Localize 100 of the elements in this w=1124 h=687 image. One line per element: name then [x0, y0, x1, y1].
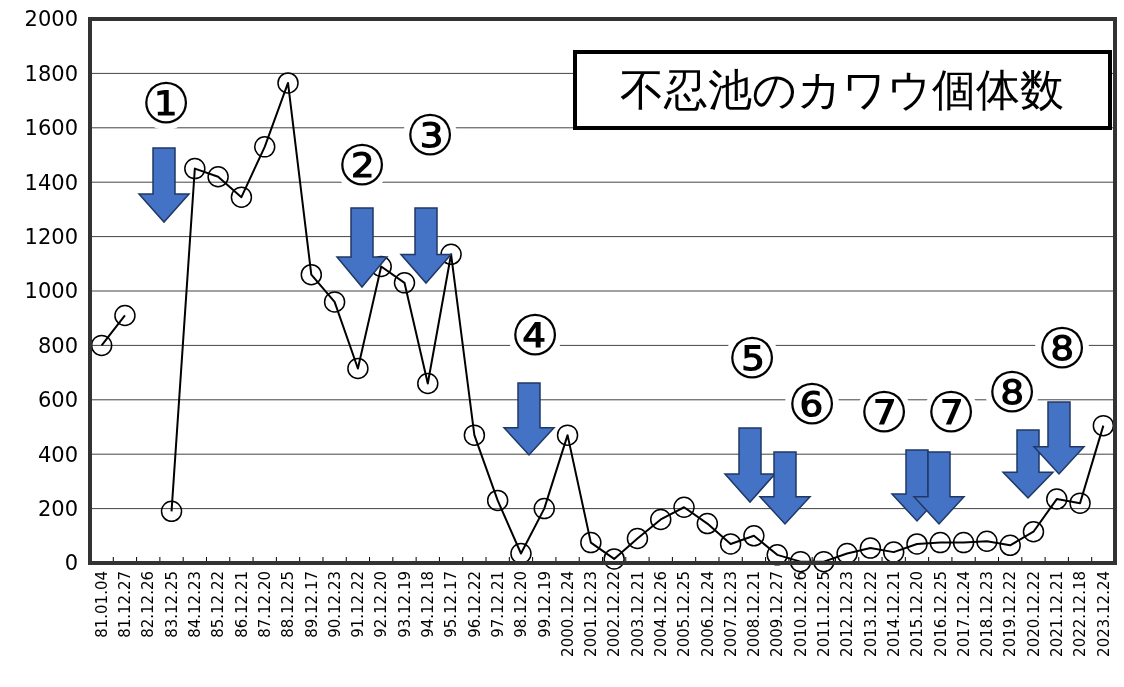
- x-tick-label: 2014.12.21: [884, 571, 903, 657]
- x-tick-label: 99.12.19: [535, 571, 554, 638]
- x-tick-label: 81.01.04: [92, 571, 111, 638]
- x-tick-label: 2003.12.21: [628, 571, 647, 657]
- point: [976, 530, 998, 552]
- point: [1046, 488, 1068, 510]
- annotation: ⑧: [1037, 315, 1087, 381]
- x-tick-label: 98.12.20: [512, 571, 531, 638]
- point: [859, 537, 882, 559]
- x-tick-label: 91.12.22: [349, 571, 368, 638]
- x-tick-label: 2002.12.22: [605, 571, 624, 657]
- x-tick-label: 2010.12.26: [791, 571, 810, 657]
- annotation: ⑤: [727, 325, 777, 391]
- y-tick-label: 600: [37, 388, 78, 413]
- x-tick-label: 2004.12.26: [651, 571, 670, 657]
- x-tick-label: 81.12.27: [116, 571, 135, 638]
- point: [1069, 492, 1091, 514]
- x-tick-label: 88.12.25: [279, 571, 298, 638]
- annotation: ④: [510, 302, 560, 368]
- annotation: ③: [405, 102, 455, 168]
- point: [230, 186, 253, 208]
- point: [533, 497, 556, 520]
- point: [393, 272, 416, 294]
- x-tick-label: 97.12.21: [488, 571, 507, 638]
- x-tick-label: 2006.12.24: [698, 571, 717, 657]
- point: [184, 157, 206, 180]
- x-tick-label: 2012.12.23: [838, 571, 857, 657]
- x-tick-label: 2021.12.21: [1048, 571, 1067, 657]
- annotation: ⑧: [987, 359, 1037, 425]
- point: [253, 136, 276, 158]
- point: [719, 533, 742, 555]
- point: [673, 496, 695, 518]
- x-tick-label: 87.12.20: [255, 571, 274, 638]
- point: [207, 166, 229, 188]
- point: [929, 531, 952, 554]
- x-tick-label: 83.12.25: [162, 571, 181, 638]
- point: [649, 508, 672, 531]
- point: [813, 550, 835, 573]
- x-tick-label: 84.12.23: [186, 571, 205, 638]
- x-tick-label: 2000.12.24: [558, 571, 577, 657]
- y-tick-label: 1000: [24, 279, 78, 304]
- point: [603, 548, 625, 570]
- point: [323, 291, 346, 313]
- point: [789, 550, 812, 573]
- point: [1022, 520, 1045, 543]
- x-tick-label: 82.12.26: [139, 571, 158, 638]
- point: [580, 531, 602, 554]
- point: [556, 424, 579, 446]
- x-tick-label: 2013.12.22: [861, 571, 880, 657]
- y-tick-label: 2000: [24, 7, 78, 32]
- x-tick-label: 2001.12.23: [582, 571, 601, 657]
- y-tick-label: 800: [37, 333, 78, 358]
- y-tick-label: 0: [64, 551, 78, 576]
- annotation: ⑦: [926, 379, 976, 445]
- x-tick-label: 85.12.22: [209, 571, 228, 638]
- x-tick-label: 2005.12.25: [675, 571, 694, 657]
- x-tick-label: 2023.12.24: [1094, 571, 1113, 657]
- annotation: ②: [337, 132, 387, 198]
- x-tick-label: 2018.12.23: [978, 571, 997, 657]
- point: [766, 544, 788, 566]
- annotation: ⑥: [787, 371, 837, 437]
- point: [696, 512, 719, 535]
- x-tick-label: 96.12.22: [465, 571, 484, 638]
- point: [999, 534, 1021, 557]
- point: [90, 334, 113, 357]
- point: [347, 357, 369, 380]
- y-tick-label: 1800: [24, 61, 78, 86]
- point: [906, 533, 928, 555]
- point: [743, 525, 765, 547]
- point: [1092, 414, 1115, 437]
- point: [486, 489, 509, 512]
- point: [277, 72, 299, 94]
- x-tick-label: 2016.12.25: [931, 571, 950, 657]
- y-tick-label: 1200: [24, 224, 78, 249]
- annotation: ①: [141, 70, 191, 136]
- x-tick-label: 2020.12.22: [1024, 571, 1043, 657]
- x-tick-label: 2007.12.23: [721, 571, 740, 657]
- x-tick-label: 2019.12.22: [1001, 571, 1020, 657]
- x-tick-label: 89.12.17: [302, 571, 321, 638]
- point: [160, 500, 183, 523]
- x-tick-label: 90.12.23: [325, 571, 344, 638]
- x-tick-label: 2017.12.24: [954, 571, 973, 657]
- point: [440, 243, 462, 266]
- x-tick-label: 92.12.20: [372, 571, 391, 638]
- y-tick-label: 1600: [24, 116, 78, 141]
- x-tick-label: 93.12.19: [395, 571, 414, 638]
- y-tick-label: 200: [37, 496, 78, 521]
- y-tick-label: 400: [37, 442, 78, 467]
- x-tick-label: 2015.12.20: [908, 571, 927, 657]
- point: [626, 527, 649, 550]
- y-tick-label: 1400: [24, 170, 78, 195]
- x-tick-label: 2008.12.21: [745, 571, 764, 657]
- x-tick-label: 2009.12.27: [768, 571, 787, 657]
- annotation: ⑦: [859, 379, 909, 445]
- point: [417, 372, 439, 395]
- x-tick-label: 86.12.21: [232, 571, 251, 638]
- point: [882, 541, 905, 563]
- text: 不忍池のカワウ個体数: [620, 64, 1064, 116]
- x-tick-label: 95.12.17: [442, 571, 461, 638]
- x-tick-label: 2011.12.25: [815, 571, 834, 657]
